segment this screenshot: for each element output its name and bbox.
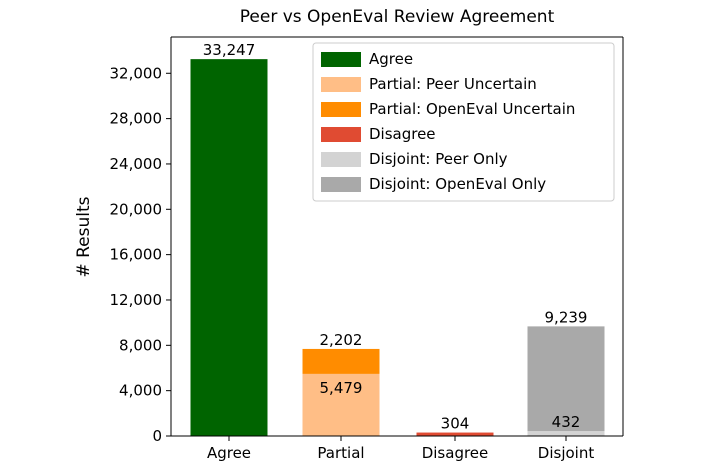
y-axis-label: # Results	[74, 196, 94, 277]
legend-swatch	[321, 77, 361, 92]
legend-label: Partial: Peer Uncertain	[369, 75, 537, 93]
x-tick-label: Partial	[317, 444, 364, 462]
x-tick-label: Agree	[207, 444, 251, 462]
legend-label: Partial: OpenEval Uncertain	[369, 100, 575, 118]
y-tick-label: 28,000	[110, 110, 163, 128]
data-label: 432	[552, 413, 581, 431]
y-tick-label: 32,000	[110, 64, 163, 82]
y-tick-label: 4,000	[119, 382, 162, 400]
legend-swatch	[321, 102, 361, 117]
legend-swatch	[321, 52, 361, 67]
data-label: 2,202	[320, 331, 363, 349]
data-label: 9,239	[545, 308, 588, 326]
y-tick-label: 0	[152, 427, 162, 445]
data-label: 33,247	[203, 41, 256, 59]
bar-disagree-disagree	[416, 432, 494, 436]
bar-partial-partial-openeval-uncertain	[302, 348, 380, 374]
bar-partial-partial-peer-uncertain	[302, 373, 380, 436]
legend-label: Disagree	[369, 125, 436, 143]
y-tick-label: 16,000	[110, 246, 163, 264]
legend-swatch	[321, 127, 361, 142]
y-tick-label: 12,000	[110, 291, 163, 309]
bar-disjoint-disjoint-peer-only	[527, 431, 605, 436]
y-tick-label: 20,000	[110, 200, 163, 218]
legend-label: Disjoint: Peer Only	[369, 150, 508, 168]
legend-frame	[312, 42, 615, 202]
plot-area: 33,247 5,479 2,202 304 432 9,239 0 4,000 8,000 12…	[110, 36, 624, 462]
y-tick-label: 24,000	[110, 155, 163, 173]
x-tick-label: Disjoint	[538, 444, 595, 462]
legend: Agree Partial: Peer Uncertain Partial: Ope…	[312, 42, 615, 202]
legend-label: Disjoint: OpenEval Only	[369, 175, 546, 193]
legend-swatch	[321, 152, 361, 167]
data-label: 5,479	[320, 379, 363, 397]
bar-agree-agree	[190, 59, 268, 437]
bar-disjoint-disjoint-openeval-only	[527, 326, 605, 432]
y-tick-label: 8,000	[119, 336, 162, 354]
legend-label: Agree	[369, 50, 413, 68]
legend-swatch	[321, 177, 361, 192]
x-tick-label: Disagree	[422, 444, 489, 462]
data-label: 304	[441, 415, 470, 433]
chart-title: Peer vs OpenEval Review Agreement	[240, 7, 555, 27]
